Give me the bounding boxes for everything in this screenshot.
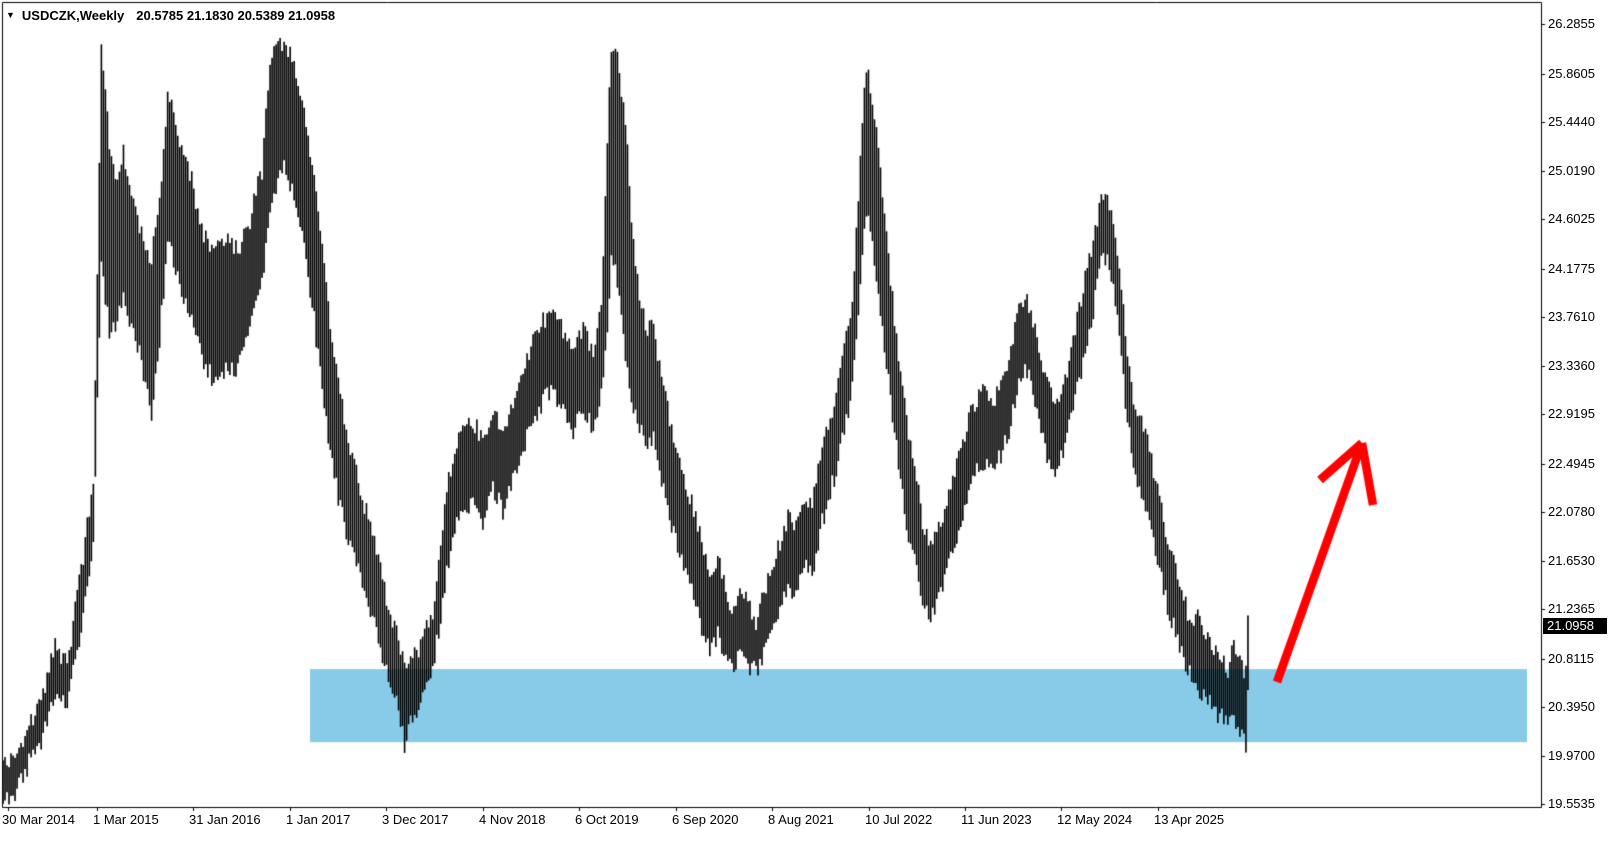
date-axis-label: 3 Dec 2017 xyxy=(382,812,449,827)
price-axis-label: 22.4945 xyxy=(1548,455,1595,471)
price-axis-label: 26.2855 xyxy=(1548,16,1595,32)
price-axis-label: 25.0190 xyxy=(1548,163,1595,179)
price-axis-label: 19.5535 xyxy=(1548,796,1595,812)
date-axis-label: 6 Oct 2019 xyxy=(575,812,639,827)
price-axis-label: 20.3950 xyxy=(1548,698,1595,714)
date-axis-label: 4 Nov 2018 xyxy=(479,812,546,827)
date-axis[interactable]: 30 Mar 2014 1 Mar 2015 31 Jan 2016 1 Jan 20… xyxy=(0,812,1608,832)
price-axis-label: 24.1775 xyxy=(1548,260,1595,276)
price-axis-label: 21.6530 xyxy=(1548,553,1595,569)
date-axis-label: 10 Jul 2022 xyxy=(865,812,933,827)
date-axis-label: 8 Aug 2021 xyxy=(768,812,834,827)
price-axis-label: 21.2365 xyxy=(1548,601,1595,617)
price-axis[interactable]: 26.2855 25.8605 25.4440 25.0190 24.6025 24.17… xyxy=(1546,0,1608,850)
symbol-dropdown-icon[interactable]: ▼ xyxy=(6,9,15,20)
date-axis-label: 12 May 2024 xyxy=(1057,812,1133,827)
date-axis-label: 1 Mar 2015 xyxy=(93,812,159,827)
date-axis-label: 11 Jun 2023 xyxy=(961,812,1032,827)
chart-title-symbol: USDCZK,Weekly xyxy=(21,7,125,23)
price-axis-label: 23.3360 xyxy=(1548,358,1595,374)
price-axis-label: 19.9700 xyxy=(1548,748,1595,763)
current-price-badge: 21.0958 xyxy=(1543,618,1607,634)
date-axis-label: 30 Mar 2014 xyxy=(2,812,75,827)
chart-title-bar: ▼ USDCZK,Weekly 20.5785 21.1830 20.5389 … xyxy=(6,6,335,24)
price-axis-label: 23.7610 xyxy=(1548,308,1595,324)
date-axis-label: 31 Jan 2016 xyxy=(189,812,261,827)
price-axis-label: 20.8115 xyxy=(1548,650,1595,666)
date-axis-label: 1 Jan 2017 xyxy=(286,812,351,827)
price-axis-label: 22.0780 xyxy=(1548,503,1595,519)
price-axis-label: 25.8605 xyxy=(1548,65,1595,81)
date-axis-label: 13 Apr 2025 xyxy=(1154,812,1225,827)
chart-title-ohlc: 20.5785 21.1830 20.5389 21.0958 xyxy=(136,7,336,23)
price-axis-label: 24.6025 xyxy=(1548,211,1595,227)
price-axis-label: 25.4440 xyxy=(1548,113,1595,129)
date-axis-label: 6 Sep 2020 xyxy=(672,812,739,827)
price-axis-label: 22.9195 xyxy=(1548,406,1595,422)
